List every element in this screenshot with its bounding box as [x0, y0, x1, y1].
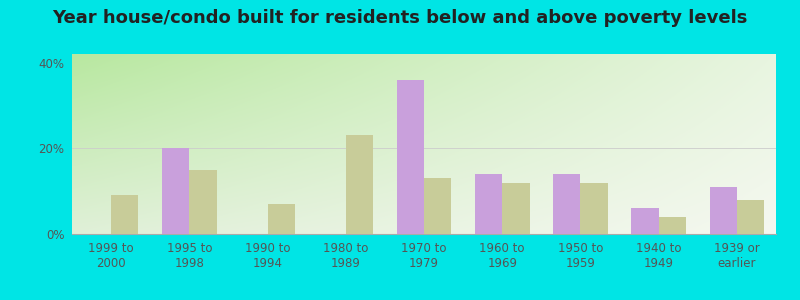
Bar	[162, 148, 190, 234]
Bar	[397, 80, 424, 234]
Bar	[737, 200, 764, 234]
Bar	[631, 208, 658, 234]
Bar	[424, 178, 451, 234]
Bar	[267, 204, 295, 234]
Bar	[658, 217, 686, 234]
Bar	[190, 170, 217, 234]
Bar	[581, 183, 608, 234]
Bar	[346, 135, 373, 234]
Text: Year house/condo built for residents below and above poverty levels: Year house/condo built for residents bel…	[52, 9, 748, 27]
Bar	[553, 174, 581, 234]
Bar	[710, 187, 737, 234]
Bar	[502, 183, 530, 234]
Bar	[475, 174, 502, 234]
Bar	[111, 195, 138, 234]
